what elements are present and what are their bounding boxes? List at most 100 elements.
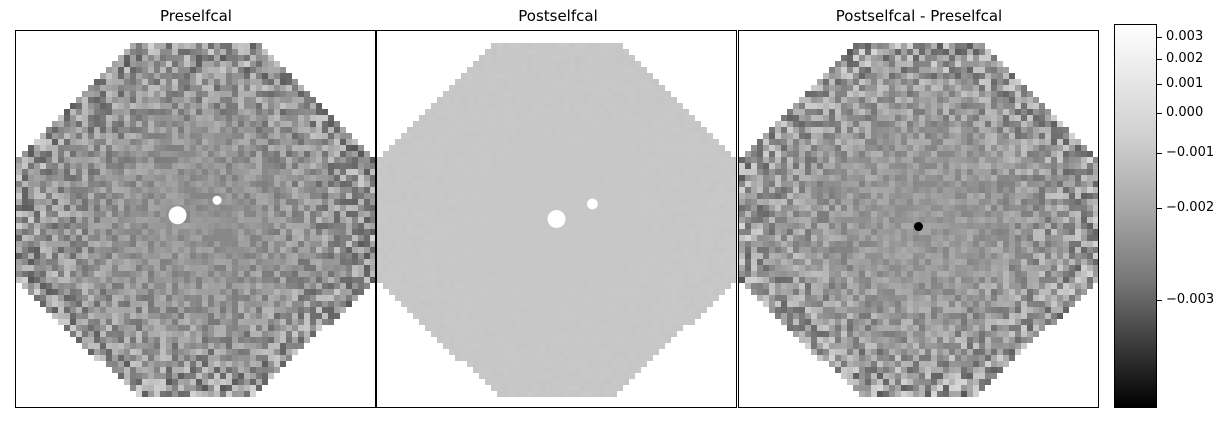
image-pixel: [34, 169, 40, 175]
image-pixel: [413, 295, 419, 301]
image-pixel: [130, 157, 136, 163]
image-pixel: [401, 157, 407, 163]
image-pixel: [575, 181, 581, 187]
image-pixel: [142, 247, 148, 253]
image-pixel: [202, 181, 208, 187]
image-pixel: [659, 205, 665, 211]
image-pixel: [695, 157, 701, 163]
image-pixel: [172, 343, 178, 349]
image-pixel: [76, 109, 82, 115]
image-pixel: [713, 277, 719, 283]
image-pixel: [437, 169, 443, 175]
image-pixel: [136, 97, 142, 103]
image-pixel: [214, 379, 220, 385]
image-pixel: [485, 175, 491, 181]
image-pixel: [689, 271, 695, 277]
image-pixel: [671, 271, 677, 277]
image-pixel: [220, 55, 226, 61]
image-pixel: [527, 145, 533, 151]
image-pixel: [665, 91, 671, 97]
image-pixel: [142, 67, 148, 73]
image-pixel: [425, 277, 431, 283]
image-pixel: [695, 283, 701, 289]
image-pixel: [587, 85, 593, 91]
image-pixel: [52, 133, 58, 139]
image-pixel: [370, 157, 375, 163]
image-pixel: [677, 109, 683, 115]
image-pixel: [581, 193, 587, 199]
image-pixel: [695, 259, 701, 265]
image-pixel: [587, 55, 593, 61]
image-pixel: [701, 139, 707, 145]
image-pixel: [322, 211, 328, 217]
image-pixel: [112, 115, 118, 121]
image-pixel: [280, 289, 286, 295]
image-pixel: [689, 241, 695, 247]
image-pixel: [575, 205, 581, 211]
image-pixel: [172, 301, 178, 307]
image-pixel: [238, 295, 244, 301]
image-pixel: [431, 139, 437, 145]
image-pixel: [419, 271, 425, 277]
image-pixel: [136, 373, 142, 379]
image-pixel: [238, 349, 244, 355]
image-pixel: [370, 175, 375, 181]
image-pixel: [689, 133, 695, 139]
image-pixel: [683, 247, 689, 253]
image-pixel: [160, 271, 166, 277]
image-pixel: [196, 343, 202, 349]
image-pixel: [310, 175, 316, 181]
image-pixel: [118, 61, 124, 67]
image-pixel: [232, 241, 238, 247]
image-pixel: [593, 289, 599, 295]
image-pixel: [244, 157, 250, 163]
image-pixel: [623, 253, 629, 259]
image-pixel: [322, 229, 328, 235]
image-pixel: [695, 169, 701, 175]
image-pixel: [112, 73, 118, 79]
image-pixel: [659, 115, 665, 121]
image-pixel: [184, 121, 190, 127]
image-pixel: [70, 145, 76, 151]
image-pixel: [94, 115, 100, 121]
image-pixel: [148, 385, 154, 391]
image-pixel: [244, 85, 250, 91]
image-pixel: [214, 73, 220, 79]
image-pixel: [383, 181, 389, 187]
image-pixel: [346, 301, 352, 307]
image-pixel: [112, 127, 118, 133]
image-pixel: [232, 115, 238, 121]
image-pixel: [479, 67, 485, 73]
image-pixel: [527, 97, 533, 103]
image-pixel: [196, 103, 202, 109]
image-pixel: [250, 49, 256, 55]
image-pixel: [599, 85, 605, 91]
image-pixel: [166, 73, 172, 79]
image-pixel: [118, 73, 124, 79]
image-pixel: [425, 187, 431, 193]
image-pixel: [172, 103, 178, 109]
image-pixel: [160, 157, 166, 163]
image-pixel: [124, 217, 130, 223]
image-pixel: [286, 85, 292, 91]
image-pixel: [527, 91, 533, 97]
image-pixel: [76, 217, 82, 223]
image-pixel: [689, 181, 695, 187]
image-pixel: [671, 241, 677, 247]
image-pixel: [467, 121, 473, 127]
image-pixel: [340, 181, 346, 187]
image-pixel: [148, 337, 154, 343]
image-pixel: [226, 349, 232, 355]
image-pixel: [16, 235, 22, 241]
image-pixel: [100, 295, 106, 301]
image-pixel: [707, 157, 713, 163]
image-pixel: [88, 301, 94, 307]
image-pixel: [124, 283, 130, 289]
image-pixel: [220, 139, 226, 145]
image-pixel: [563, 85, 569, 91]
image-pixel: [166, 181, 172, 187]
image-pixel: [184, 157, 190, 163]
image-pixel: [467, 85, 473, 91]
image-pixel: [76, 223, 82, 229]
image-pixel: [130, 277, 136, 283]
